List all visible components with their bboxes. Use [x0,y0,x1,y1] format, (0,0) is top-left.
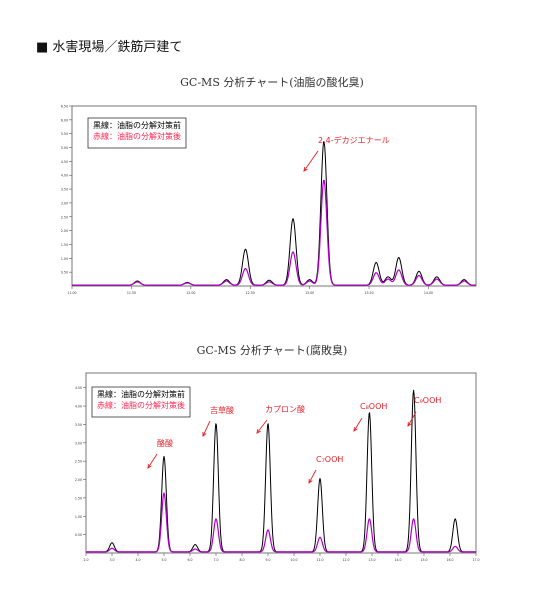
legend-entry: 黒線：油脂の分解対策前 [97,389,185,399]
x-tick-label: 2.0 [83,558,88,562]
y-tick-label: 4.00 [75,405,82,409]
legend-box [91,386,191,418]
peak-annotation: 2,4-デカジエナール [318,135,390,145]
peak-annotation: C₇OOH [316,455,343,464]
y-tick-label: 4.00 [61,174,68,178]
y-tick-label: 1.00 [75,515,82,519]
y-tick-label: 4.50 [61,160,68,164]
y-tick-label: 6.50 [61,105,68,109]
y-tick-label: 6.00 [61,118,68,122]
peak-annotation: 酪酸 [157,438,173,448]
annotation-arrow [202,420,211,437]
annotation-arrowhead [256,428,261,434]
y-tick-label: 4.50 [75,386,82,390]
x-tick-label: 15.0 [420,558,427,562]
x-tick-label: 14.00 [424,291,433,295]
y-tick-label: 3.50 [75,423,82,427]
x-tick-label: 13.0 [368,558,375,562]
annotation-arrowhead [147,463,152,469]
y-tick-label: 2.00 [61,229,68,233]
x-tick-label: 14.0 [394,558,401,562]
y-tick-label: 3.00 [61,201,68,205]
x-tick-label: 17.0 [472,558,479,562]
legend-entry: 赤線：油脂の分解対策後 [93,131,181,141]
annotation-arrowhead [303,166,308,172]
series-line-after [71,179,477,286]
y-tick-label: 1.50 [61,243,68,247]
x-tick-label: 13.00 [305,291,314,295]
x-tick-label: 9.0 [265,558,270,562]
x-tick-label: 4.0 [135,558,140,562]
peak-annotation: カプロン酸 [265,404,305,414]
series-line-after [85,492,477,553]
x-tick-label: 8.0 [239,558,244,562]
annotation-arrowhead [353,426,358,432]
peak-annotation: C₉OOH [414,396,441,405]
annotation-arrow [303,150,319,172]
y-tick-label: 2.00 [75,478,82,482]
x-tick-label: 11.50 [127,291,136,295]
y-tick-label: 1.00 [61,257,68,261]
annotation-arrow [308,469,317,484]
annotation-arrowhead [202,431,207,437]
y-tick-label: 0.50 [61,271,68,275]
plot-frame [85,372,477,554]
y-tick-label: 2.50 [61,215,68,219]
x-tick-label: 13.50 [364,291,373,295]
x-tick-label: 12.50 [246,291,255,295]
peak-annotation: C₈OOH [360,402,387,411]
y-tick-label: 5.00 [61,146,68,150]
y-tick-label: 5.50 [61,132,68,136]
plot-frame [71,105,477,287]
annotation-arrowhead [308,478,313,484]
legend-entry: 赤線：油脂の分解対策後 [97,400,185,410]
x-tick-label: 3.0 [109,558,114,562]
chart-title-oxidation: GC-MS 分析チャート(油脂の酸化臭) [180,76,364,89]
annotation-arrow [147,453,158,469]
y-tick-label: 0.50 [75,533,82,537]
x-tick-label: 12.00 [186,291,195,295]
annotation-arrow [256,419,268,434]
x-tick-label: 5.0 [161,558,166,562]
x-tick-label: 7.0 [213,558,218,562]
y-tick-label: 3.00 [75,441,82,445]
annotation-arrow [353,417,363,432]
legend-entry: 黒線：油脂の分解対策前 [93,120,181,130]
x-tick-label: 10.0 [290,558,297,562]
x-tick-label: 6.0 [187,558,192,562]
y-tick-label: 1.50 [75,496,82,500]
x-tick-label: 12.0 [342,558,349,562]
chart-title-putrefaction: GC-MS 分析チャート(腐敗臭) [196,344,348,357]
page-header: ■ 水害現場／鉄筋戸建て [36,40,183,55]
annotation-arrowhead [407,421,412,427]
x-tick-label: 11.00 [67,291,76,295]
peak-annotation: 吉草酸 [210,405,234,415]
x-tick-label: 16.0 [446,558,453,562]
x-tick-label: 11.0 [316,558,323,562]
annotation-arrow [407,411,417,427]
y-tick-label: 3.50 [61,188,68,192]
legend-box [87,117,187,149]
y-tick-label: 2.50 [75,460,82,464]
